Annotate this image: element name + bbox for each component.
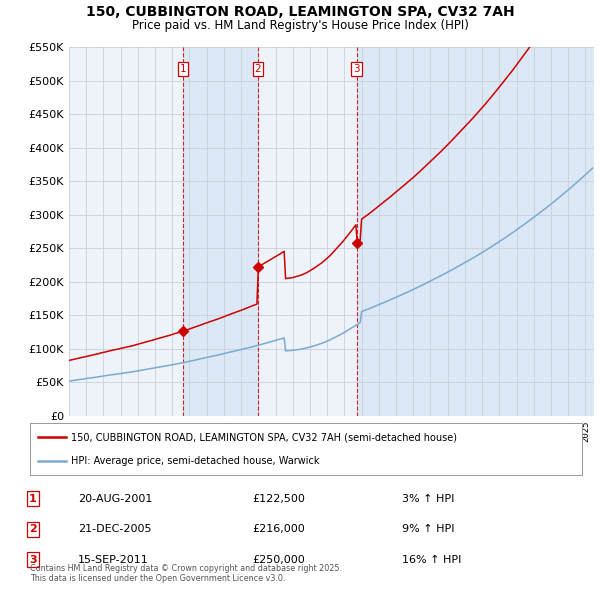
- Text: £122,500: £122,500: [252, 494, 305, 503]
- Text: 3: 3: [29, 555, 37, 565]
- Text: Price paid vs. HM Land Registry's House Price Index (HPI): Price paid vs. HM Land Registry's House …: [131, 19, 469, 32]
- Bar: [356, 47, 594, 416]
- Text: £250,000: £250,000: [252, 555, 305, 565]
- Text: 1: 1: [29, 494, 37, 503]
- Text: 16% ↑ HPI: 16% ↑ HPI: [402, 555, 461, 565]
- Text: £216,000: £216,000: [252, 525, 305, 534]
- Text: 3% ↑ HPI: 3% ↑ HPI: [402, 494, 454, 503]
- Text: 20-AUG-2001: 20-AUG-2001: [78, 494, 152, 503]
- Text: 2: 2: [29, 525, 37, 534]
- Text: 9% ↑ HPI: 9% ↑ HPI: [402, 525, 455, 534]
- Text: 150, CUBBINGTON ROAD, LEAMINGTON SPA, CV32 7AH: 150, CUBBINGTON ROAD, LEAMINGTON SPA, CV…: [86, 5, 514, 19]
- Text: 150, CUBBINGTON ROAD, LEAMINGTON SPA, CV32 7AH (semi-detached house): 150, CUBBINGTON ROAD, LEAMINGTON SPA, CV…: [71, 432, 457, 442]
- Text: 1: 1: [179, 64, 186, 74]
- Text: HPI: Average price, semi-detached house, Warwick: HPI: Average price, semi-detached house,…: [71, 456, 320, 466]
- Text: 15-SEP-2011: 15-SEP-2011: [78, 555, 149, 565]
- Bar: [183, 47, 258, 416]
- Text: 2: 2: [254, 64, 261, 74]
- Text: 3: 3: [353, 64, 360, 74]
- Text: 21-DEC-2005: 21-DEC-2005: [78, 525, 151, 534]
- Text: Contains HM Land Registry data © Crown copyright and database right 2025.
This d: Contains HM Land Registry data © Crown c…: [30, 563, 342, 583]
